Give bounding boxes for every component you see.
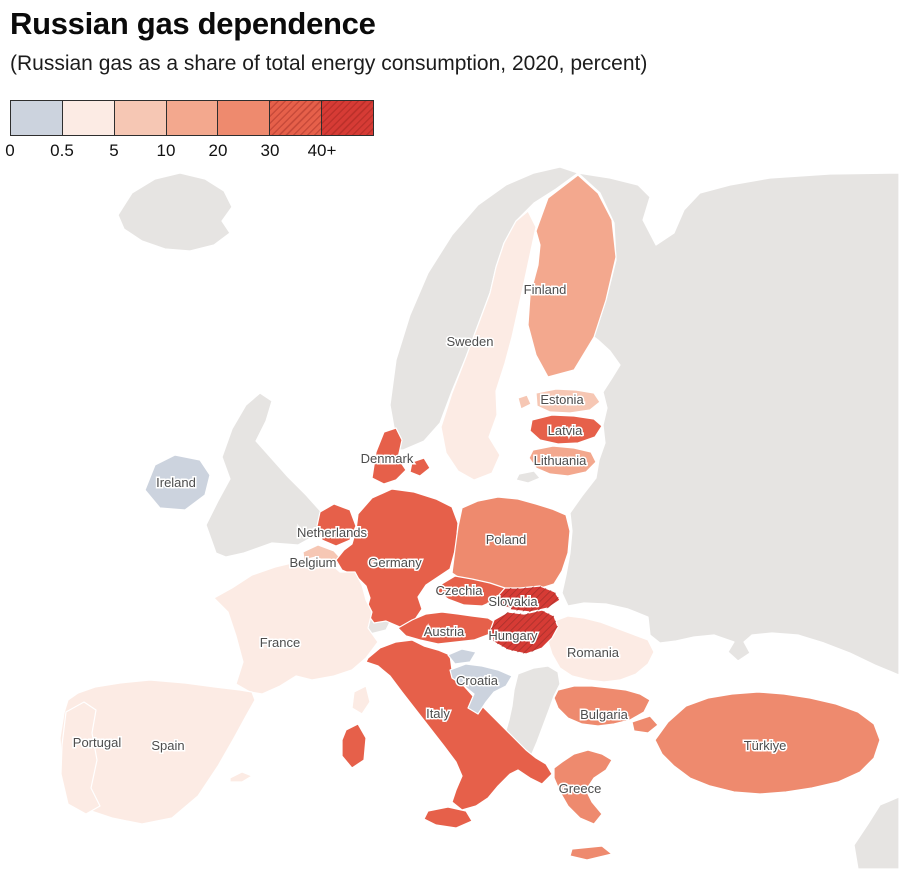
legend-color-bar	[10, 100, 374, 136]
country-estonia-islands	[517, 394, 532, 410]
country-bulgaria	[553, 685, 651, 727]
country-italy-sicily	[423, 806, 473, 829]
country-hungary-hatch	[490, 610, 558, 654]
country-label-czechia: Czechia	[436, 583, 484, 598]
country-label-latvia: Latvia	[548, 423, 583, 438]
country-sweden	[440, 210, 537, 481]
country-label-croatia: Croatia	[456, 673, 499, 688]
country-romania	[546, 615, 655, 683]
landmass-iceland	[117, 172, 233, 252]
country-label-poland: Poland	[486, 532, 526, 547]
country-lithuania	[528, 445, 597, 477]
country-turkiye-thrace	[631, 715, 659, 734]
legend-swatch-40plus	[322, 101, 374, 135]
country-slovenia	[447, 648, 477, 665]
country-slovakia-hatch	[498, 586, 560, 612]
country-label-sweden: Sweden	[447, 334, 494, 349]
country-label-lithuania: Lithuania	[534, 453, 588, 468]
country-label-romania: Romania	[567, 645, 620, 660]
country-label-estonia: Estonia	[540, 392, 584, 407]
country-label-slovakia: Slovakia	[488, 594, 538, 609]
legend-swatch-20	[218, 101, 271, 135]
country-czechia	[437, 575, 506, 607]
country-spain-balearics	[229, 771, 253, 783]
legend-swatch-30	[270, 101, 323, 135]
country-ireland	[144, 454, 211, 511]
country-denmark-island	[409, 457, 431, 477]
legend-tick-2: 5	[109, 141, 119, 160]
country-label-netherlands: Netherlands	[297, 525, 368, 540]
chart-subtitle: (Russian gas as a share of total energy …	[10, 52, 648, 75]
country-portugal	[60, 701, 101, 815]
country-france-corsica	[351, 685, 371, 715]
legend-tick-0: 0	[5, 141, 15, 160]
legend-tick-4: 20	[208, 141, 228, 160]
country-label-belgium: Belgium	[290, 555, 337, 570]
chart-title: Russian gas dependence	[10, 6, 376, 41]
country-turkiye	[654, 691, 881, 795]
europe-choropleth-map: Finland Sweden Estonia Latvia Lithuania …	[59, 166, 900, 869]
country-label-italy: Italy	[426, 706, 450, 721]
country-label-spain: Spain	[151, 738, 184, 753]
landmass-kaliningrad	[515, 470, 541, 484]
country-estonia	[535, 388, 601, 414]
legend-swatch-5	[114, 101, 167, 135]
country-label-turkiye: Türkiye	[744, 738, 787, 753]
legend-tick-5: 30	[260, 141, 280, 160]
country-label-greece: Greece	[559, 781, 602, 796]
country-poland	[451, 496, 571, 592]
country-france	[213, 556, 379, 695]
landmass-great-britain	[205, 392, 325, 558]
legend-tick-6: 40+	[307, 141, 337, 160]
country-label-denmark: Denmark	[361, 451, 414, 466]
country-label-france: France	[260, 635, 300, 650]
country-label-ireland: Ireland	[156, 475, 196, 490]
landmass-eastern-europe-russia	[561, 172, 900, 676]
landmass-caucasus-levant	[853, 796, 900, 869]
country-croatia	[449, 663, 513, 715]
country-italy-sardinia	[341, 723, 367, 769]
legend-tick-3: 10	[156, 141, 176, 160]
legend-tick-1: 0.5	[50, 141, 74, 160]
country-latvia	[529, 414, 603, 445]
country-denmark	[371, 427, 407, 485]
country-netherlands	[316, 503, 357, 547]
country-label-finland: Finland	[524, 282, 567, 297]
country-greece	[553, 749, 613, 825]
legend-swatch-10	[166, 101, 219, 135]
country-label-germany: Germany	[368, 555, 422, 570]
country-italy	[365, 639, 553, 811]
country-label-austria: Austria	[424, 624, 465, 639]
country-finland	[527, 174, 617, 378]
legend-swatch-0_5	[62, 101, 115, 135]
legend-swatch-0	[11, 101, 63, 135]
country-label-portugal: Portugal	[73, 735, 122, 750]
country-label-hungary: Hungary	[488, 628, 538, 643]
country-label-bulgaria: Bulgaria	[580, 707, 628, 722]
country-greece-crete	[569, 845, 613, 861]
